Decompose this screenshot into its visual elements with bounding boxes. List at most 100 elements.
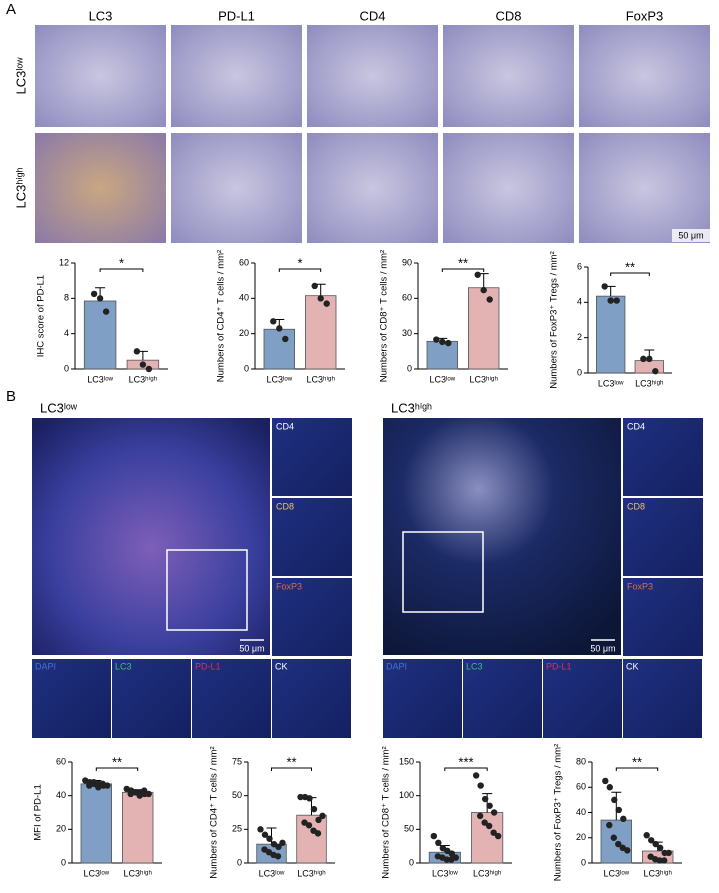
- y-tick-label: 100: [399, 790, 414, 800]
- scale-bar-label: 50 μm: [239, 643, 264, 653]
- x-tick-label: LC3ˡᵒʷ: [432, 868, 458, 878]
- data-point: [652, 840, 659, 848]
- group-title: LC3ʰⁱᵍʰ: [391, 400, 432, 415]
- data-point: [613, 297, 620, 304]
- data-point: [86, 782, 93, 789]
- data-point: [102, 308, 110, 315]
- data-point: [136, 792, 143, 799]
- y-tick-label: 60: [402, 293, 412, 303]
- data-point: [657, 844, 664, 852]
- channel-label: CD8: [627, 501, 645, 511]
- micrograph: [32, 418, 270, 655]
- x-tick-label: LC3ʰⁱᵍʰ: [297, 868, 326, 878]
- data-point: [652, 368, 659, 375]
- bar: [83, 300, 117, 370]
- channel-label: CD4: [276, 421, 294, 431]
- micrograph: [383, 418, 621, 655]
- data-point: [601, 283, 608, 290]
- data-point: [266, 835, 273, 842]
- data-point: [315, 816, 322, 824]
- data-point: [443, 856, 451, 863]
- data-point: [133, 348, 141, 355]
- channel-label: LC3: [466, 661, 483, 671]
- micrograph: [443, 25, 574, 127]
- data-point: [606, 784, 613, 791]
- bar: [426, 340, 459, 370]
- y-tick-label: 20: [576, 832, 586, 842]
- x-tick-label: LC3ˡᵒʷ: [83, 868, 109, 878]
- data-point: [656, 857, 663, 864]
- channel-image: [32, 659, 111, 738]
- channel-image: [543, 659, 622, 738]
- y-tick-label: 40: [576, 807, 586, 817]
- data-point: [276, 325, 283, 332]
- data-point: [311, 282, 318, 290]
- y-tick-label: 8: [64, 293, 69, 303]
- data-point: [257, 826, 264, 833]
- data-point: [472, 772, 480, 779]
- data-point: [306, 795, 313, 802]
- micrograph: [307, 25, 438, 127]
- bar: [122, 791, 154, 864]
- channel-image: [272, 578, 352, 656]
- y-tick-label: 40: [239, 293, 249, 303]
- channel-image: [272, 498, 352, 576]
- y-tick-label: 80: [576, 756, 586, 766]
- data-point: [494, 832, 502, 840]
- data-point: [610, 834, 617, 841]
- data-point: [141, 787, 148, 794]
- row-label: LC3ʰⁱᵍʰ: [13, 167, 28, 208]
- micrograph: [443, 133, 574, 243]
- data-point: [480, 286, 487, 294]
- bar: [600, 819, 633, 864]
- data-point: [261, 831, 269, 838]
- data-point: [445, 339, 452, 347]
- y-tick-label: 50: [404, 824, 414, 834]
- data-point: [477, 782, 484, 789]
- y-tick-label: 50: [232, 790, 242, 800]
- channel-image: [112, 659, 191, 738]
- row-label: LC3ˡᵒʷ: [13, 57, 28, 95]
- x-tick-label: LC3ʰⁱᵍʰ: [129, 374, 158, 384]
- y-tick-label: 0: [61, 857, 66, 867]
- column-header: CD4: [359, 8, 385, 23]
- data-point: [279, 839, 286, 846]
- y-tick-label: 0: [581, 857, 586, 867]
- data-point: [606, 821, 613, 829]
- data-point: [319, 812, 326, 820]
- channel-image: [623, 418, 703, 496]
- data-point: [448, 850, 456, 857]
- y-tick-label: 60: [56, 756, 66, 766]
- data-point: [317, 295, 324, 302]
- data-point: [305, 822, 313, 829]
- inset-box: [166, 549, 248, 631]
- y-tick-label: 20: [56, 824, 66, 834]
- channel-label: PD-L1: [546, 661, 572, 671]
- channel-label: CD8: [276, 501, 294, 511]
- inset-box: [402, 531, 484, 613]
- micrograph: [579, 133, 710, 243]
- data-point: [481, 819, 488, 826]
- data-point: [433, 336, 440, 343]
- channel-label: PD-L1: [195, 661, 221, 671]
- y-tick-label: 150: [399, 756, 414, 766]
- x-tick-label: LC3ʰⁱᵍʰ: [643, 868, 672, 878]
- scale-bar-label: 50 μm: [678, 230, 703, 240]
- bar: [296, 814, 327, 864]
- significance-bracket: [95, 767, 139, 771]
- channel-image: [383, 659, 462, 738]
- significance-label: **: [625, 259, 635, 274]
- significance-label: **: [112, 754, 122, 769]
- bar: [263, 328, 296, 370]
- data-point: [643, 832, 650, 839]
- x-tick-label: LC3ʰⁱᵍʰ: [306, 374, 335, 384]
- scale-bar-label: 50 μm: [590, 643, 615, 653]
- x-tick-label: LC3ʰⁱᵍʰ: [469, 374, 498, 384]
- x-tick-label: LC3ˡᵒʷ: [603, 868, 629, 878]
- data-point: [615, 806, 622, 814]
- data-point: [474, 271, 481, 278]
- y-axis-label: Numbers of FoxP3⁺ Tregs / mm²: [549, 251, 560, 389]
- data-point: [95, 784, 102, 791]
- data-point: [490, 829, 497, 836]
- data-point: [96, 295, 104, 302]
